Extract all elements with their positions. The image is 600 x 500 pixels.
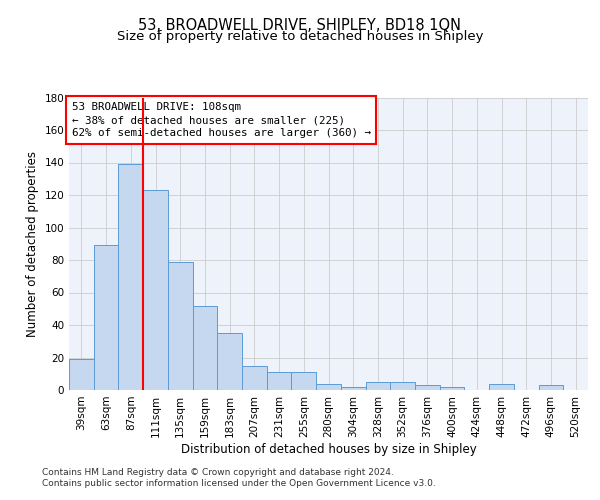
Y-axis label: Number of detached properties: Number of detached properties [26,151,39,337]
Text: 53 BROADWELL DRIVE: 108sqm
← 38% of detached houses are smaller (225)
62% of sem: 53 BROADWELL DRIVE: 108sqm ← 38% of deta… [71,102,371,139]
Bar [440,387,464,390]
Bar [415,385,440,390]
Bar [341,387,365,390]
Bar [168,262,193,390]
Bar [267,372,292,390]
Bar [489,384,514,390]
Bar [365,382,390,390]
Bar [292,372,316,390]
Text: 53, BROADWELL DRIVE, SHIPLEY, BD18 1QN: 53, BROADWELL DRIVE, SHIPLEY, BD18 1QN [139,18,461,32]
Text: Contains HM Land Registry data © Crown copyright and database right 2024.
Contai: Contains HM Land Registry data © Crown c… [42,468,436,487]
Bar [217,333,242,390]
Text: Size of property relative to detached houses in Shipley: Size of property relative to detached ho… [117,30,483,43]
Bar [539,385,563,390]
Bar [242,366,267,390]
Bar [118,164,143,390]
Bar [193,306,217,390]
Bar [390,382,415,390]
Bar [94,246,118,390]
X-axis label: Distribution of detached houses by size in Shipley: Distribution of detached houses by size … [181,442,476,456]
Bar [69,359,94,390]
Bar [316,384,341,390]
Bar [143,190,168,390]
